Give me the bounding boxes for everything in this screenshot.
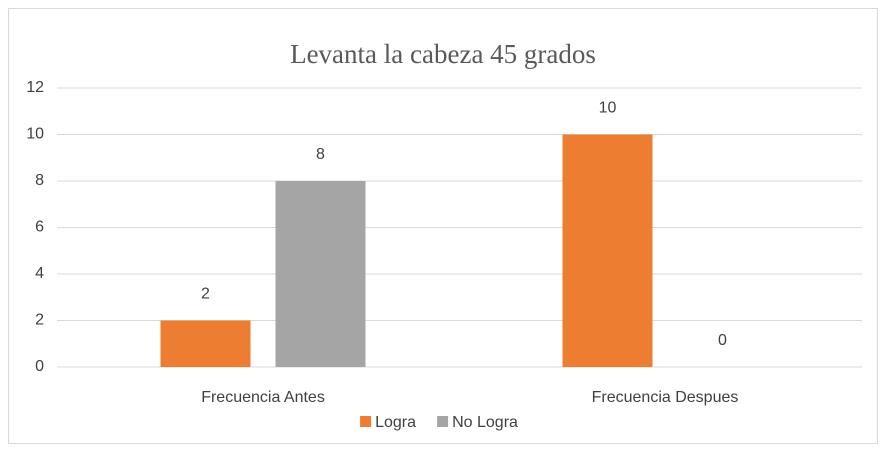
chart-title: Levanta la cabeza 45 grados bbox=[290, 39, 596, 69]
x-tick-label: Frecuencia Antes bbox=[201, 389, 325, 406]
y-tick-label: 8 bbox=[35, 172, 44, 189]
y-tick-label: 4 bbox=[35, 265, 44, 282]
data-label: 10 bbox=[599, 100, 617, 117]
legend-swatch bbox=[437, 416, 449, 427]
y-tick-label: 10 bbox=[26, 126, 44, 143]
bar bbox=[160, 320, 251, 367]
legend-swatch bbox=[360, 416, 372, 427]
y-tick-label: 2 bbox=[35, 312, 44, 329]
data-label: 0 bbox=[718, 332, 727, 349]
data-label: 8 bbox=[316, 146, 325, 163]
chart-border bbox=[8, 8, 878, 444]
y-tick-label: 0 bbox=[35, 358, 44, 375]
legend-label: Logra bbox=[375, 414, 416, 431]
bar bbox=[275, 181, 366, 367]
y-tick-label: 6 bbox=[35, 219, 44, 236]
bar bbox=[562, 134, 653, 367]
legend-label: No Logra bbox=[452, 414, 518, 431]
data-label: 2 bbox=[201, 286, 210, 303]
y-tick-label: 12 bbox=[26, 79, 44, 96]
x-tick-label: Frecuencia Despues bbox=[592, 389, 739, 406]
